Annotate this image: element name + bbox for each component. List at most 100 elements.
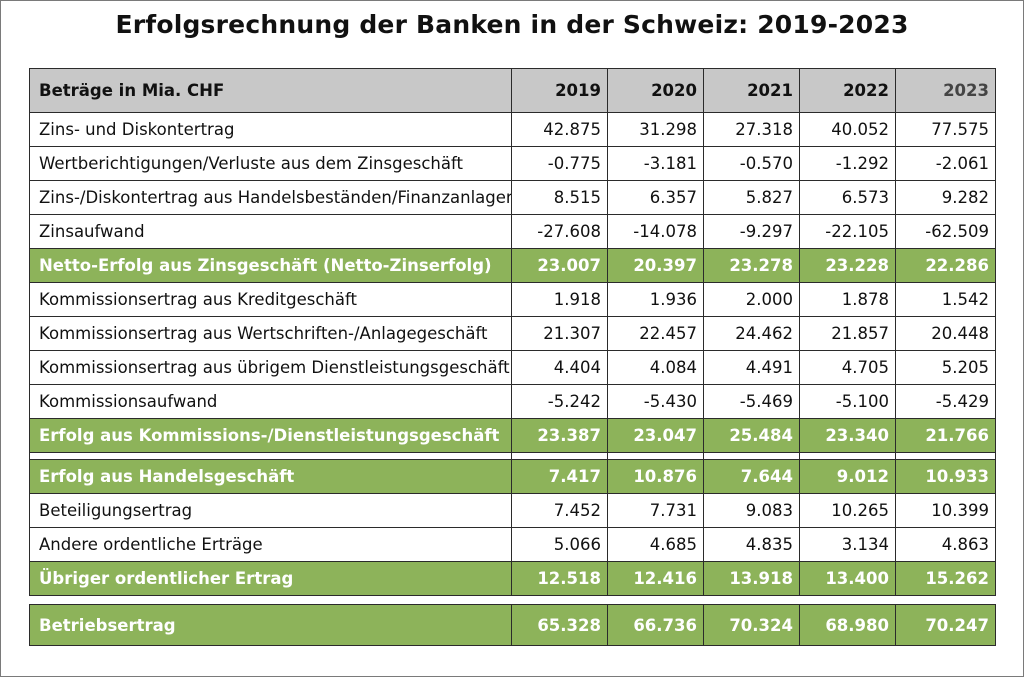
cell-value: -2.061 <box>895 146 996 181</box>
cell-value: 40.052 <box>799 112 896 147</box>
cell-value: 6.573 <box>799 180 896 215</box>
cell-value: 77.575 <box>895 112 996 147</box>
cell-value: 23.278 <box>703 248 800 283</box>
cell-value: -9.297 <box>703 214 800 249</box>
cell-value: -22.105 <box>799 214 896 249</box>
income-statement-table: Beträge in Mia. CHF 2019 2020 2021 2022 … <box>29 68 996 646</box>
row-label: Kommissionsertrag aus Kreditgeschäft <box>29 282 512 317</box>
cell-value: 7.644 <box>703 459 800 494</box>
cell-value: 21.307 <box>511 316 608 351</box>
cell-value: 12.416 <box>607 561 704 596</box>
cell-value: 7.731 <box>607 493 704 528</box>
table-row: Zins- und Diskontertrag 42.875 31.298 27… <box>29 112 996 147</box>
subtotal-row: Übriger ordentlicher Ertrag 12.518 12.41… <box>29 561 996 596</box>
cell-value: 21.766 <box>895 418 996 453</box>
cell-value: 4.863 <box>895 527 996 562</box>
cell-value: 22.286 <box>895 248 996 283</box>
cell-value: -0.775 <box>511 146 608 181</box>
cell-value: 10.933 <box>895 459 996 494</box>
cell-value: 7.452 <box>511 493 608 528</box>
header-year-2020: 2020 <box>607 68 704 113</box>
cell-value: 15.262 <box>895 561 996 596</box>
subtotal-row: Erfolg aus Handelsgeschäft 7.417 10.876 … <box>29 459 996 494</box>
page-title: Erfolgsrechnung der Banken in der Schwei… <box>115 10 909 39</box>
table-row: Kommissionsertrag aus übrigem Dienstleis… <box>29 350 996 385</box>
cell-value: 68.980 <box>799 604 896 646</box>
row-spacer <box>29 595 996 605</box>
cell-value: -3.181 <box>607 146 704 181</box>
cell-value: -5.469 <box>703 384 800 419</box>
row-spacer <box>29 452 996 460</box>
cell-value: 20.397 <box>607 248 704 283</box>
cell-value: -27.608 <box>511 214 608 249</box>
cell-value: 1.542 <box>895 282 996 317</box>
row-label: Zins- und Diskontertrag <box>29 112 512 147</box>
cell-value: 9.282 <box>895 180 996 215</box>
cell-value: 13.400 <box>799 561 896 596</box>
cell-value: 4.491 <box>703 350 800 385</box>
cell-value: 10.876 <box>607 459 704 494</box>
header-year-2022: 2022 <box>799 68 896 113</box>
cell-value: 23.387 <box>511 418 608 453</box>
cell-value: 4.084 <box>607 350 704 385</box>
cell-value: 70.324 <box>703 604 800 646</box>
subtotal-row: Netto-Erfolg aus Zinsgeschäft (Netto-Zin… <box>29 248 996 283</box>
cell-value: 10.399 <box>895 493 996 528</box>
cell-value: -62.509 <box>895 214 996 249</box>
cell-value: 4.685 <box>607 527 704 562</box>
cell-value: 20.448 <box>895 316 996 351</box>
total-row: Betriebsertrag 65.328 66.736 70.324 68.9… <box>29 604 996 646</box>
cell-value: 42.875 <box>511 112 608 147</box>
table-row: Kommissionsertrag aus Wertschriften-/Anl… <box>29 316 996 351</box>
cell-value: 10.265 <box>799 493 896 528</box>
table-row: Wertberichtigungen/Verluste aus dem Zins… <box>29 146 996 181</box>
cell-value: 4.404 <box>511 350 608 385</box>
cell-value: -5.429 <box>895 384 996 419</box>
row-label: Netto-Erfolg aus Zinsgeschäft (Netto-Zin… <box>29 248 512 283</box>
subtotal-row: Erfolg aus Kommissions-/Dienstleistungsg… <box>29 418 996 453</box>
cell-value: 23.007 <box>511 248 608 283</box>
cell-value: 1.918 <box>511 282 608 317</box>
header-year-2019: 2019 <box>511 68 608 113</box>
cell-value: 24.462 <box>703 316 800 351</box>
cell-value: 65.328 <box>511 604 608 646</box>
row-label: Zins-/Diskontertrag aus Handelsbeständen… <box>29 180 512 215</box>
cell-value: 23.228 <box>799 248 896 283</box>
row-label: Andere ordentliche Erträge <box>29 527 512 562</box>
cell-value: 2.000 <box>703 282 800 317</box>
cell-value: 27.318 <box>703 112 800 147</box>
cell-value: 1.936 <box>607 282 704 317</box>
row-label: Kommissionsaufwand <box>29 384 512 419</box>
row-label: Kommissionsertrag aus übrigem Dienstleis… <box>29 350 512 385</box>
cell-value: 4.705 <box>799 350 896 385</box>
cell-value: -5.430 <box>607 384 704 419</box>
cell-value: -5.242 <box>511 384 608 419</box>
cell-value: 31.298 <box>607 112 704 147</box>
row-label: Beteiligungsertrag <box>29 493 512 528</box>
cell-value: 4.835 <box>703 527 800 562</box>
cell-value: 22.457 <box>607 316 704 351</box>
table-row: Kommissionsaufwand -5.242 -5.430 -5.469 … <box>29 384 996 419</box>
cell-value: 3.134 <box>799 527 896 562</box>
table-header-row: Beträge in Mia. CHF 2019 2020 2021 2022 … <box>29 68 996 113</box>
cell-value: -1.292 <box>799 146 896 181</box>
row-label: Übriger ordentlicher Ertrag <box>29 561 512 596</box>
cell-value: 12.518 <box>511 561 608 596</box>
table-row: Zinsaufwand -27.608 -14.078 -9.297 -22.1… <box>29 214 996 249</box>
cell-value: 21.857 <box>799 316 896 351</box>
cell-value: 66.736 <box>607 604 704 646</box>
row-label: Betriebsertrag <box>29 604 512 646</box>
table-row: Zins-/Diskontertrag aus Handelsbeständen… <box>29 180 996 215</box>
cell-value: 7.417 <box>511 459 608 494</box>
cell-value: 13.918 <box>703 561 800 596</box>
header-year-2023: 2023 <box>895 68 996 113</box>
row-label: Erfolg aus Kommissions-/Dienstleistungsg… <box>29 418 512 453</box>
header-label: Beträge in Mia. CHF <box>29 68 512 113</box>
row-label: Wertberichtigungen/Verluste aus dem Zins… <box>29 146 512 181</box>
table-row: Andere ordentliche Erträge 5.066 4.685 4… <box>29 527 996 562</box>
cell-value: 9.083 <box>703 493 800 528</box>
header-year-2021: 2021 <box>703 68 800 113</box>
cell-value: 9.012 <box>799 459 896 494</box>
cell-value: 1.878 <box>799 282 896 317</box>
row-label: Erfolg aus Handelsgeschäft <box>29 459 512 494</box>
